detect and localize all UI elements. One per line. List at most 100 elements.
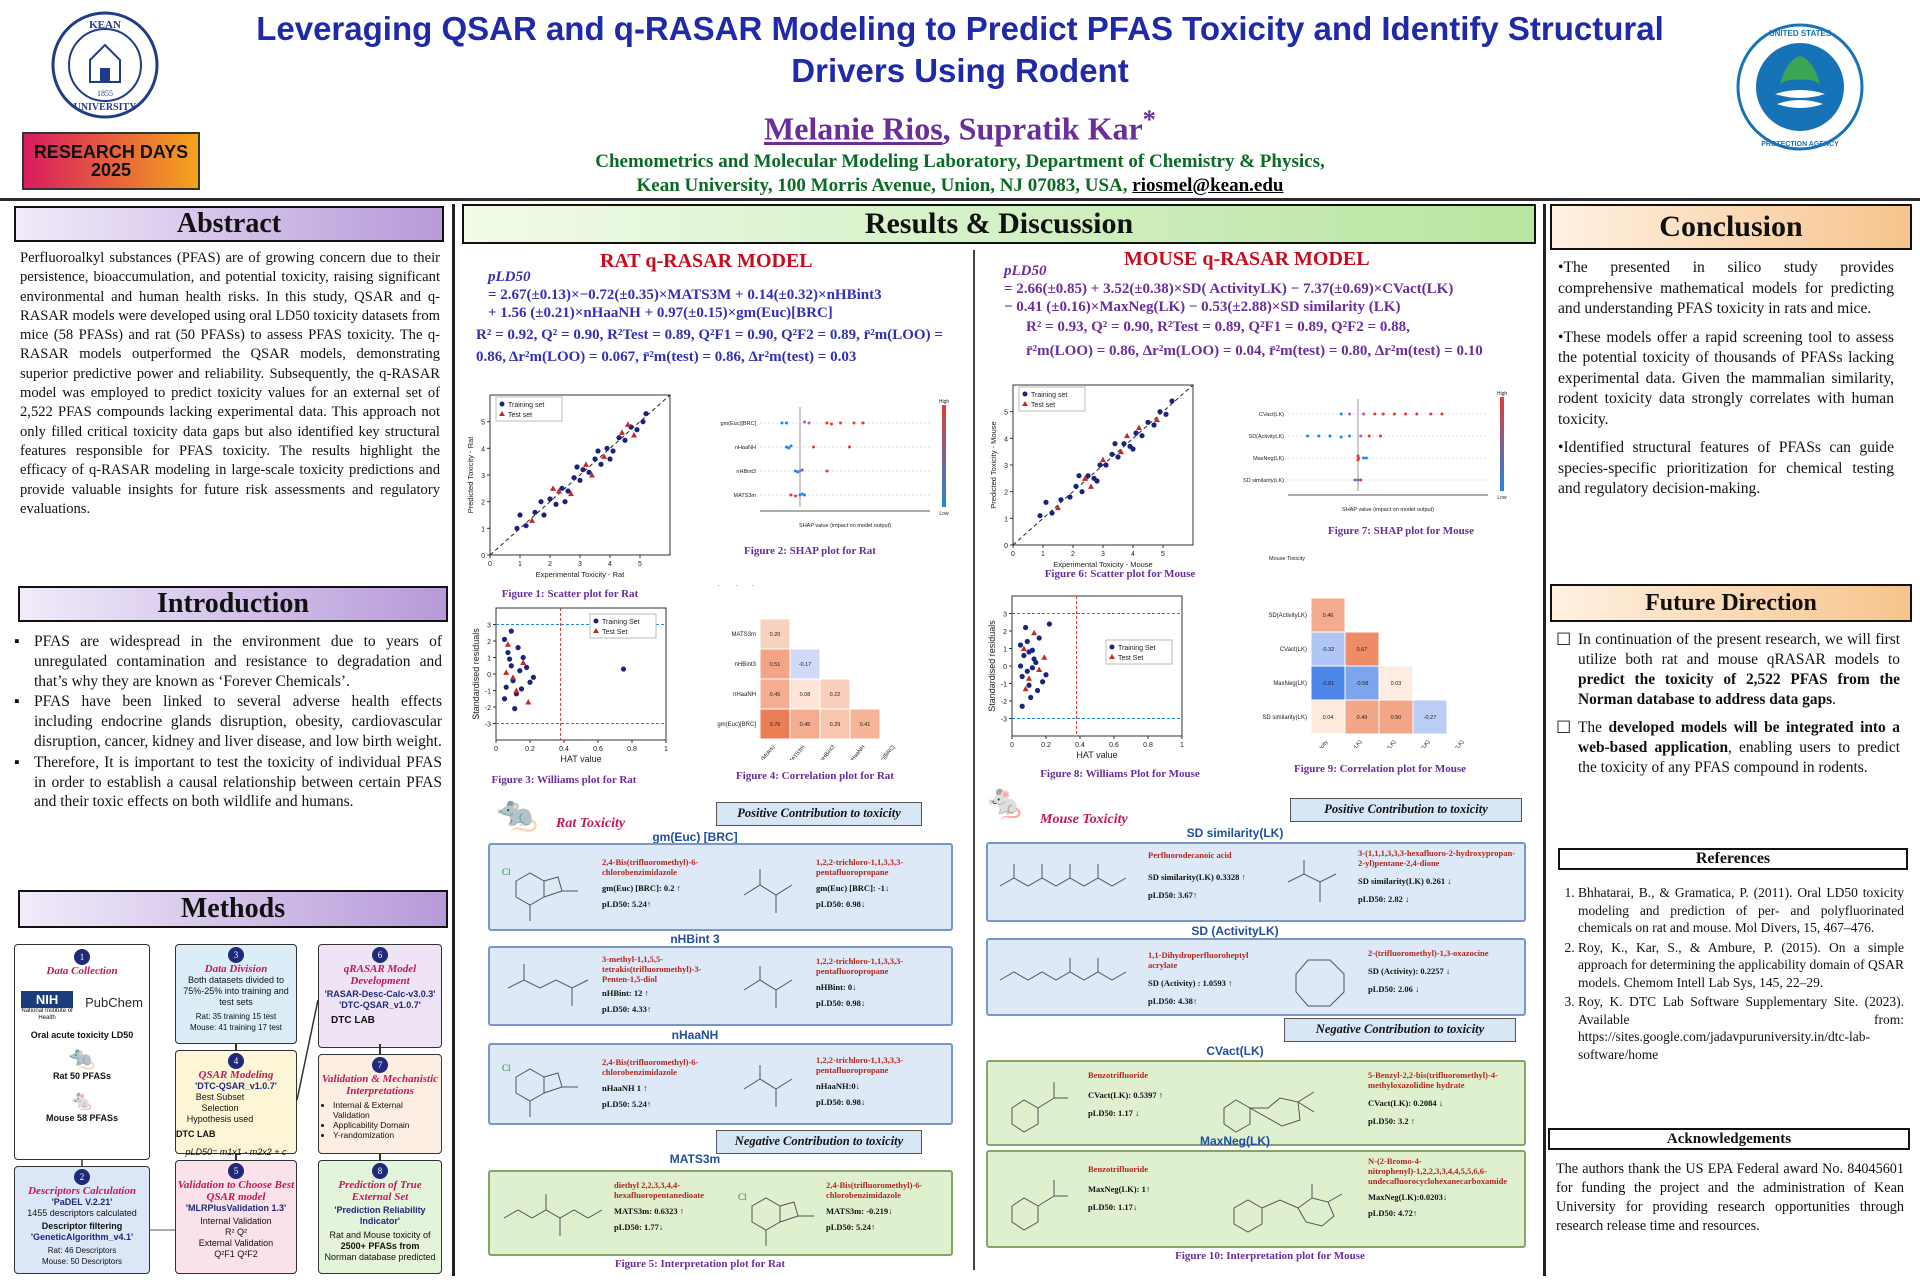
method-step-qsar-modeling: 4 QSAR Modeling 'DTC-QSAR_v1.0.7' Best S… — [175, 1050, 297, 1157]
kean-logo: KEAN UNIVERSITY 1855 — [50, 10, 160, 120]
step-mouse: Mouse: 50 Descriptors — [41, 1257, 123, 1266]
shap-point — [1440, 412, 1444, 416]
step-title: Data Collection — [46, 965, 118, 977]
training-point — [1031, 656, 1037, 662]
training-point — [1028, 694, 1034, 701]
training-point — [607, 456, 613, 462]
legend-label-training: Training set — [508, 402, 544, 409]
training-point — [1145, 419, 1151, 425]
test-point — [1041, 654, 1048, 660]
training-point — [1151, 422, 1157, 428]
test-point — [1020, 645, 1027, 651]
shap-point — [800, 468, 804, 472]
mouse-illustration: 🐁 — [984, 784, 1027, 821]
training-point — [1049, 510, 1055, 516]
corr-cell-value: -0.17 — [799, 662, 812, 668]
step-desc: 1455 descriptors calculated — [27, 1208, 137, 1218]
y-tick-label: 0 — [481, 553, 485, 560]
training-point — [508, 628, 514, 634]
rat-molecule-2a — [507, 964, 589, 1006]
fragment-info: 2,4-Bis(trifluoromethyl)-6-chlorobenzimi… — [602, 857, 722, 909]
fragment-info: 2,4-Bis(trifluoromethyl)-6-chlorobenzimi… — [826, 1180, 950, 1232]
y-tick-label: -2 — [485, 705, 491, 712]
dtc-lab-logo: DTC LAB — [176, 1129, 216, 1139]
corr-cell-value: 0.03 — [1391, 681, 1402, 687]
fragment-pld: pLD50: 5.24↑ — [602, 1099, 652, 1109]
shap-point — [839, 421, 842, 425]
test-point — [631, 432, 637, 438]
corr-col-label: MATS3m — [787, 744, 806, 760]
training-point — [1026, 682, 1032, 688]
corr-row-label: nHBint3 — [735, 662, 757, 668]
training-point — [559, 485, 565, 491]
fragment-pld: pLD50: 1.17↓ — [1088, 1202, 1138, 1212]
training-point — [532, 509, 538, 515]
fragment-value: MaxNeg(LK): 1↑ — [1088, 1184, 1151, 1194]
training-point — [640, 419, 646, 425]
fragment-info: 1,2,2-trichloro-1,1,3,3,3-pentafluoropro… — [816, 1055, 946, 1107]
test-point — [589, 472, 595, 478]
corr-cell — [849, 708, 881, 740]
conclusion-bullet: •The presented in silico study provides … — [1558, 259, 1894, 317]
fragment-pld: pLD50: 1.77↓ — [614, 1222, 664, 1232]
fragment-name: Benzotrifluoride — [1088, 1164, 1148, 1174]
shap-colorbar-high: High — [939, 399, 950, 405]
fragment-info: 1,1-Dihydroperfluoroheptyl acrylate SD (A… — [1148, 950, 1268, 1006]
legend-label-test: Test set — [1031, 402, 1055, 409]
intro-bullet: PFAS have been linked to several adverse… — [12, 692, 442, 751]
step-internal-stats: R² Q² — [225, 1227, 247, 1237]
corr-cell-value: 0.29 — [830, 722, 841, 728]
fragment-name: Perfluorodecanoic acid — [1148, 850, 1232, 860]
fragment-pld: pLD50: 2.82 ↓ — [1358, 894, 1410, 904]
abstract-text: Perfluoroalkyl substances (PFAS) are of … — [20, 250, 440, 517]
corr-row-label-0: Rat-pLD50 (Moles) — [708, 585, 755, 587]
rat-shap-plot: gm(Euc)[BRC] nHaaNH nHBint3 MATS3m SHAP valu… — [721, 399, 950, 529]
fragment-info: 2,4-Bis(trifluoromethyl)-6-chlorobenzimi… — [602, 1057, 722, 1109]
training-point — [1058, 497, 1064, 503]
x-tick-label: 0 — [1010, 742, 1014, 749]
x-tick-label: 0.2 — [1041, 742, 1051, 749]
methods-heading: Methods — [18, 890, 448, 928]
step-number: 2 — [74, 1169, 90, 1185]
mouse-williams-plot: 0 0.2 0.4 0.6 0.8 1 -3 -2 -1 0 1 2 3 Training Set Test… — [987, 595, 1184, 760]
training-point — [515, 645, 521, 651]
rat-molecule-3b — [743, 1065, 793, 1107]
test-point — [503, 669, 510, 675]
y-axis-label: Standardised residuals — [987, 620, 997, 712]
training-point — [586, 469, 592, 475]
rat-molecule-4a — [503, 1194, 603, 1236]
x-tick-label: 0.4 — [559, 746, 569, 753]
training-point — [1024, 668, 1030, 674]
future-text: , enabling users to predict the toxicity… — [1578, 739, 1900, 776]
x-tick-label: 0 — [488, 561, 492, 568]
training-point — [565, 488, 571, 494]
future-list: In continuation of the present research,… — [1556, 630, 1900, 779]
rat-molecule-3a: Cl — [502, 1063, 578, 1117]
step-rat: Rat: 35 training 15 test — [195, 1012, 277, 1021]
step-title: Validation to Choose Best QSAR model — [177, 1179, 295, 1203]
shap-point — [800, 492, 804, 496]
step-filter: Descriptor filtering — [41, 1221, 123, 1231]
step-title: Descriptors Calculation — [28, 1185, 136, 1197]
fragment-name: 2-(trifluoromethyl)-1,3-oxazocine — [1368, 948, 1489, 958]
research-days-logo: RESEARCH DAYS 2025 — [22, 132, 200, 190]
email-link[interactable]: riosmel@kean.edu — [1132, 175, 1284, 196]
step-number: 7 — [372, 1057, 388, 1073]
fragment-info: Benzotrifluoride MaxNeg(LK): 1↑ pLD50: 1.1… — [1088, 1164, 1208, 1212]
step-external: External Validation — [198, 1238, 274, 1248]
shap-feature-label: gm(Euc)[BRC] — [721, 421, 757, 427]
step-title: Data Division — [204, 963, 268, 975]
rat-icon: 🐀 — [68, 1045, 96, 1070]
rat-group-label-2: nHBint 3 — [670, 932, 720, 946]
fragment-name: Benzotrifluoride — [1088, 1070, 1148, 1080]
step-tool: 'DTC-QSAR_v1.0.7' — [195, 1081, 277, 1091]
corr-cell — [1344, 631, 1380, 667]
future-text: . — [1832, 691, 1836, 708]
training-point — [547, 496, 553, 502]
training-point — [1037, 513, 1043, 519]
rat-molecule-4b: Cl — [738, 1192, 814, 1246]
method-step-mechanistic: 7 Validation & Mechanistic Interpretatio… — [318, 1054, 442, 1154]
rat-count: Rat 50 PFASs — [52, 1071, 112, 1081]
reference-item: Roy, K. DTC Lab Software Supplementary S… — [1578, 993, 1904, 1063]
corr-col-label: gm(Euc)[BRC] — [869, 744, 897, 760]
